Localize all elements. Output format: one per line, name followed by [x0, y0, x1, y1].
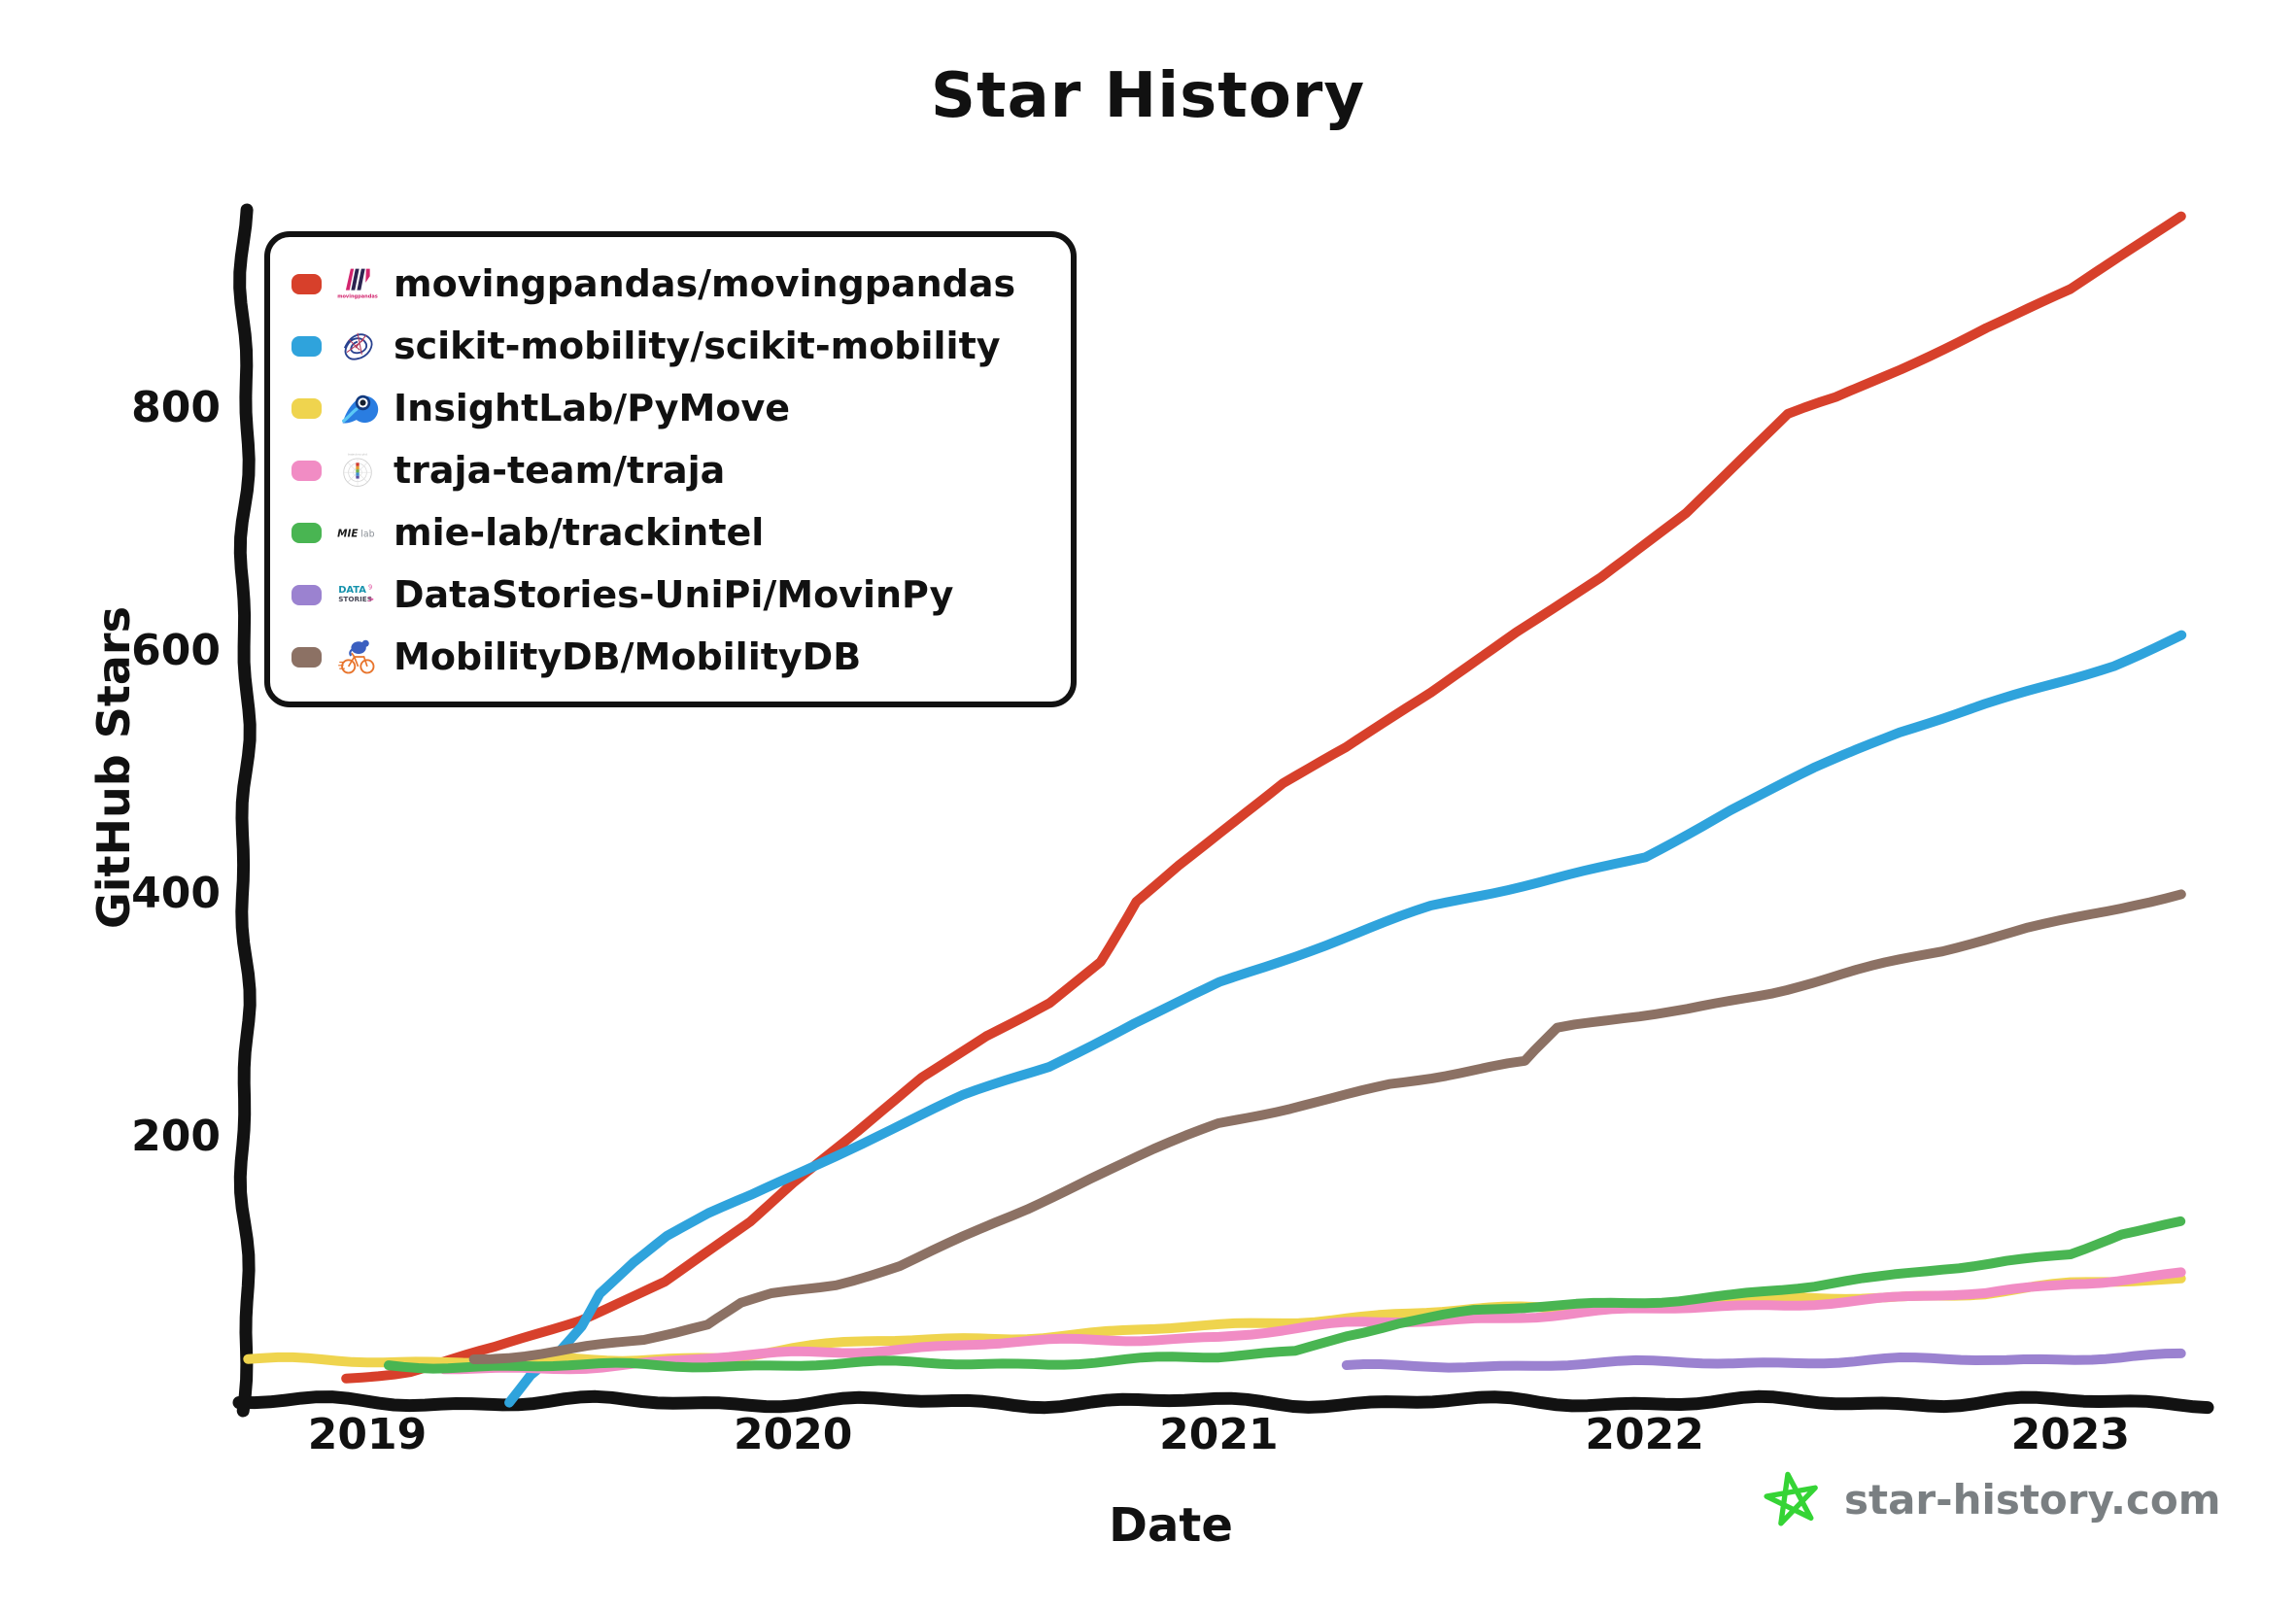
legend-color-swatch	[291, 522, 322, 543]
svg-text:>: >	[367, 596, 374, 605]
svg-text:STORIES: STORIES	[338, 595, 372, 603]
legend-repo-label: mie-lab/trackintel	[394, 511, 765, 554]
datastories-logo-icon: DATA STORIES >9	[336, 573, 379, 616]
watermark: star-history.com	[1761, 1465, 2221, 1533]
chart-title: Star History	[930, 60, 1366, 132]
traja-logo-icon: trajectory plot	[336, 449, 379, 492]
legend-repo-label: movingpandas/movingpandas	[394, 262, 1016, 305]
x-tick-2019: 2019	[307, 1410, 428, 1459]
x-tick-2021: 2021	[1159, 1410, 1279, 1459]
legend-color-swatch	[291, 460, 322, 481]
y-axis-title: GitHub Stars	[87, 606, 140, 929]
y-axis-spine	[233, 203, 257, 1418]
mobilitydb-logo-icon	[336, 635, 379, 678]
legend-repo-label: DataStories-UniPi/MovinPy	[394, 573, 954, 616]
x-tick-2020: 2020	[733, 1410, 853, 1459]
legend-color-swatch	[291, 584, 322, 605]
legend-color-swatch	[291, 335, 322, 357]
watermark-text: star-history.com	[1844, 1475, 2221, 1524]
scikit-mobility-logo-icon	[336, 325, 379, 367]
legend-item: DATA STORIES >9 DataStories-UniPi/MovinPy	[291, 564, 1047, 626]
legend-item: MobilityDB/MobilityDB	[291, 626, 1047, 688]
x-tick-2022: 2022	[1585, 1410, 1704, 1459]
x-tick-2023: 2023	[2010, 1410, 2131, 1459]
legend: movingpandas movingpandas/movingpandas sci…	[264, 231, 1077, 707]
legend-color-swatch	[291, 397, 322, 419]
y-tick-200: 200	[131, 1112, 221, 1161]
legend-color-swatch	[291, 646, 322, 668]
legend-item: movingpandas movingpandas/movingpandas	[291, 253, 1047, 315]
pymove-logo-icon	[336, 387, 379, 429]
svg-text:movingpandas: movingpandas	[337, 293, 378, 299]
series-line-mie-lab-trackintel	[383, 1216, 2186, 1374]
legend-item: scikit-mobility/scikit-mobility	[291, 315, 1047, 377]
legend-item: InsightLab/PyMove	[291, 377, 1047, 439]
svg-text:lab: lab	[360, 529, 374, 539]
legend-repo-label: MobilityDB/MobilityDB	[394, 635, 862, 678]
legend-item: MIE lab mie-lab/trackintel	[291, 501, 1047, 564]
star-history-logo-icon	[1761, 1465, 1825, 1533]
mie-lab-logo-icon: MIE lab	[336, 511, 379, 554]
legend-repo-label: InsightLab/PyMove	[394, 387, 790, 429]
y-tick-400: 400	[131, 869, 221, 918]
svg-text:MIE: MIE	[337, 528, 358, 539]
series-line-scikit-mobility-scikit-mobility	[504, 630, 2187, 1408]
svg-text:trajectory plot: trajectory plot	[348, 453, 368, 457]
series-line-traja-team-traja	[438, 1267, 2186, 1375]
series-line-movingpandas-movingpandas	[341, 211, 2186, 1384]
legend-item: trajectory plot traja-team/traja	[291, 439, 1047, 501]
series-line-mobilitydb-mobilitydb	[468, 889, 2186, 1364]
y-tick-600: 600	[131, 626, 221, 675]
legend-repo-label: scikit-mobility/scikit-mobility	[394, 325, 1001, 367]
svg-text:9: 9	[368, 584, 372, 592]
x-axis-title: Date	[1109, 1498, 1233, 1553]
legend-repo-label: traja-team/traja	[394, 449, 726, 492]
series-line-datastories-unipi-movinpy	[1341, 1348, 2186, 1373]
legend-color-swatch	[291, 273, 322, 294]
movingpandas-logo-icon: movingpandas	[336, 262, 379, 305]
x-axis-spine	[232, 1389, 2214, 1415]
svg-text:DATA: DATA	[338, 585, 366, 596]
y-tick-800: 800	[131, 383, 221, 432]
